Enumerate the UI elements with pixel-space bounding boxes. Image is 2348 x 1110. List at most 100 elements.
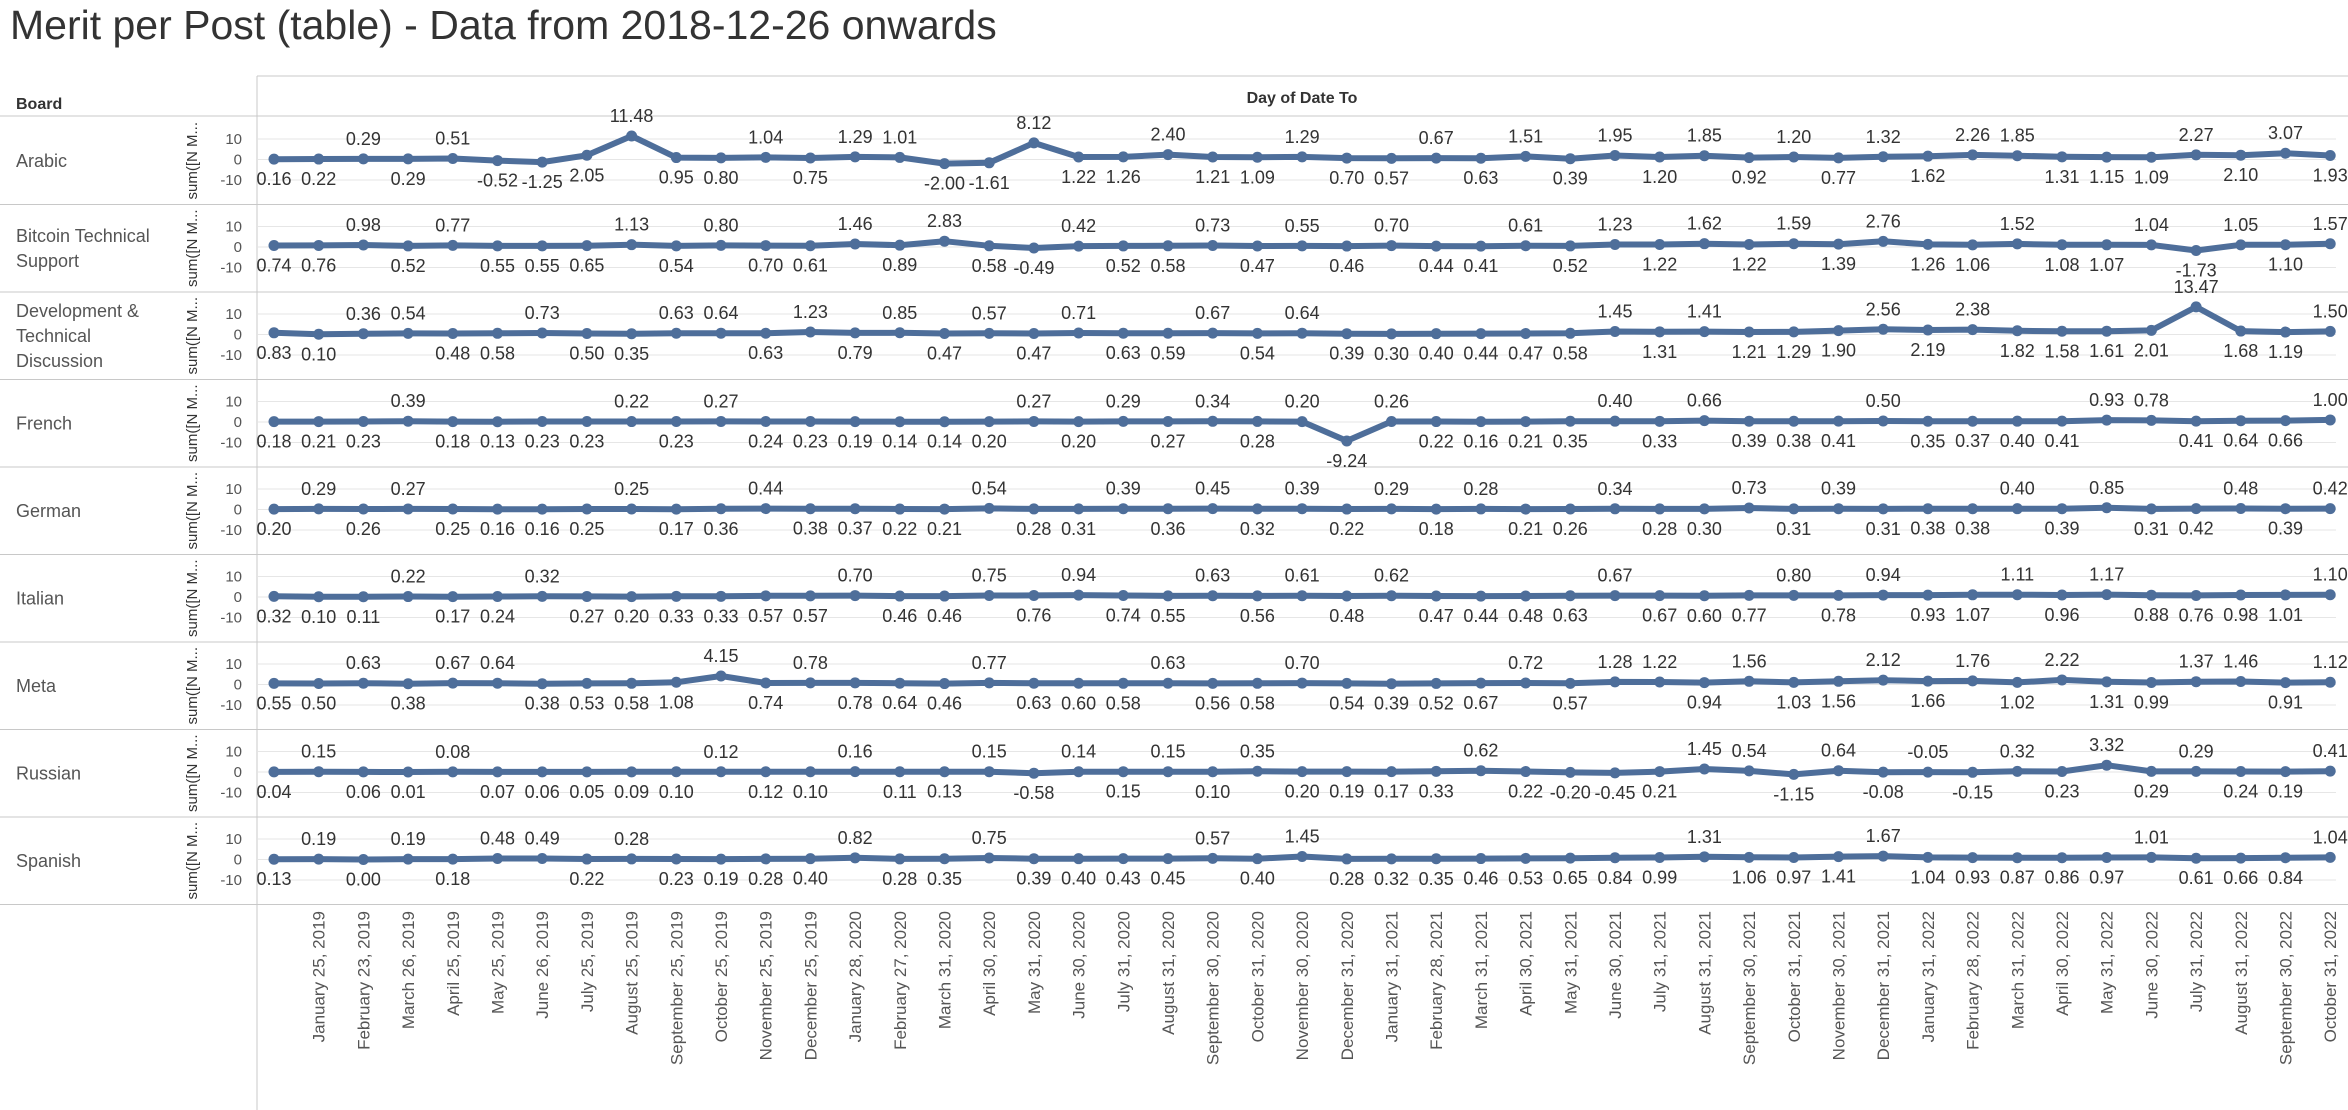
board-label: Meta <box>16 676 57 696</box>
data-label: 0.28 <box>882 869 917 889</box>
data-label: 0.23 <box>659 869 694 889</box>
data-label: 0.54 <box>659 256 694 276</box>
data-label: 0.48 <box>480 829 515 849</box>
data-label: 0.31 <box>1061 519 1096 539</box>
data-label: 0.26 <box>346 519 381 539</box>
data-label: 0.16 <box>838 742 873 762</box>
data-label: -1.15 <box>1773 784 1814 804</box>
data-label: 0.57 <box>1374 168 1409 188</box>
data-label: 0.38 <box>1910 519 1945 539</box>
data-label: 0.39 <box>391 391 426 411</box>
data-point <box>1609 852 1621 864</box>
data-point <box>939 235 950 247</box>
data-label: 2.26 <box>1955 125 1990 145</box>
data-point <box>2324 765 2336 777</box>
data-point <box>357 854 369 865</box>
data-point <box>1743 152 1755 164</box>
data-point <box>447 591 459 603</box>
data-label: 0.37 <box>838 519 873 539</box>
data-point <box>1788 326 1800 338</box>
data-point <box>1251 415 1263 427</box>
data-label: 0.53 <box>1508 868 1543 888</box>
data-label: 0.19 <box>703 869 738 889</box>
data-label: 2.38 <box>1955 300 1990 320</box>
data-point <box>1609 415 1621 427</box>
data-label: 0.26 <box>1374 391 1409 411</box>
data-label: 0.75 <box>972 565 1007 585</box>
data-point <box>1877 323 1889 335</box>
x-tick-label: July 31, 2021 <box>1651 911 1670 1012</box>
data-point <box>1073 766 1085 778</box>
data-point <box>715 766 727 778</box>
data-label: 0.76 <box>2179 605 2214 625</box>
data-point <box>1162 327 1174 339</box>
data-point <box>2190 149 2202 161</box>
data-point <box>2235 415 2247 427</box>
data-label: 0.19 <box>301 829 336 849</box>
data-point <box>1207 852 1219 864</box>
data-point <box>983 589 995 601</box>
data-label: 0.60 <box>1687 606 1722 626</box>
data-label: 1.51 <box>1508 126 1543 146</box>
data-point <box>1207 766 1219 778</box>
data-point <box>626 328 638 340</box>
data-point <box>760 677 772 689</box>
data-point <box>2145 765 2157 777</box>
data-label: -0.20 <box>1550 782 1591 802</box>
data-label: 0.25 <box>614 479 649 499</box>
data-label: -0.52 <box>477 171 518 191</box>
data-label: 1.09 <box>1240 167 1275 187</box>
data-point <box>1788 238 1800 250</box>
data-label: 0.44 <box>748 479 783 499</box>
data-point <box>1341 435 1353 447</box>
data-point <box>1788 676 1800 688</box>
data-label: 0.94 <box>1687 693 1722 713</box>
data-label: 0.57 <box>793 606 828 626</box>
data-point <box>1073 503 1085 515</box>
data-label: 0.34 <box>1597 479 1632 499</box>
data-point <box>1877 766 1889 778</box>
data-label: 0.84 <box>1597 868 1632 888</box>
data-label: 1.04 <box>1910 867 1945 887</box>
data-label: 1.13 <box>614 215 649 235</box>
data-point <box>581 149 593 161</box>
data-point <box>581 590 593 602</box>
data-point <box>1028 767 1040 779</box>
data-label: 0.55 <box>525 256 560 276</box>
board-label: Russian <box>16 763 81 783</box>
data-point <box>1967 415 1979 427</box>
data-point <box>2101 589 2113 601</box>
data-label: 0.66 <box>2223 868 2258 888</box>
data-point <box>1475 416 1487 428</box>
data-label: 0.35 <box>614 344 649 364</box>
data-label: 0.50 <box>1866 391 1901 411</box>
data-label: 1.85 <box>1687 126 1722 146</box>
data-label: 0.19 <box>1329 782 1364 802</box>
data-point <box>2235 503 2247 515</box>
data-point <box>1922 675 1934 687</box>
data-point <box>402 766 414 778</box>
data-label: 0.18 <box>435 869 470 889</box>
data-label: 0.27 <box>569 606 604 626</box>
data-point <box>1117 589 1129 601</box>
data-point <box>1609 503 1621 515</box>
y-axis-title: sum([N M... <box>184 822 201 900</box>
x-tick-label: October 31, 2022 <box>2321 911 2340 1042</box>
data-point <box>1207 677 1219 689</box>
data-label: 1.56 <box>1732 651 1767 671</box>
data-point <box>1833 325 1844 337</box>
data-label: 0.21 <box>927 519 962 539</box>
data-label: 0.77 <box>972 653 1007 673</box>
data-label: 1.05 <box>2223 215 2258 235</box>
x-tick-label: September 30, 2021 <box>1740 911 1759 1065</box>
data-point <box>1743 765 1755 777</box>
data-label: 0.29 <box>391 169 426 189</box>
data-label: 1.22 <box>1642 652 1677 672</box>
data-label: 0.39 <box>1285 479 1320 499</box>
y-tick-label: -10 <box>220 872 242 889</box>
data-point <box>492 327 503 339</box>
x-tick-label: July 31, 2020 <box>1114 911 1133 1012</box>
data-label: 0.91 <box>2268 693 2303 713</box>
data-label: 0.19 <box>2268 782 2303 802</box>
data-point <box>1341 328 1353 340</box>
